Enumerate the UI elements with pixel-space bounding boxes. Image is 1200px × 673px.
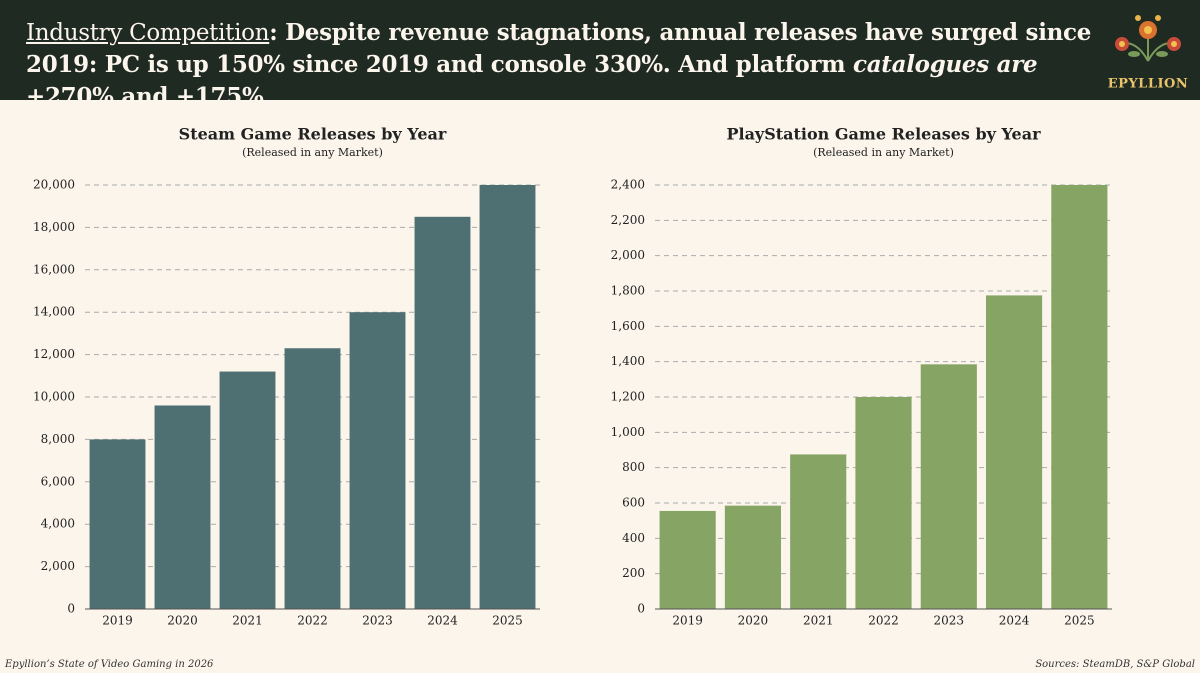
y-tick-label: 1,400 bbox=[611, 354, 645, 368]
y-tick-label: 800 bbox=[622, 460, 645, 474]
x-tick-label: 2024 bbox=[427, 614, 458, 628]
x-tick-label: 2023 bbox=[934, 614, 965, 628]
y-tick-label: 12,000 bbox=[33, 347, 75, 361]
bar bbox=[659, 510, 716, 609]
y-tick-label: 10,000 bbox=[33, 390, 75, 404]
bar bbox=[89, 439, 146, 609]
y-tick-label: 1,200 bbox=[611, 390, 645, 404]
bar bbox=[154, 405, 211, 609]
y-tick-label: 400 bbox=[622, 531, 645, 545]
headline-lead: Industry Competition bbox=[26, 20, 270, 46]
y-tick-label: 2,400 bbox=[611, 178, 645, 192]
x-tick-label: 2021 bbox=[803, 614, 834, 628]
bar bbox=[920, 364, 977, 609]
bar bbox=[479, 185, 536, 609]
y-tick-label: 1,000 bbox=[611, 425, 645, 439]
charts: Steam Game Releases by Year (Released in … bbox=[33, 125, 1112, 628]
x-tick-label: 2025 bbox=[1064, 614, 1095, 628]
footer-left: Epyllion’s State of Video Gaming in 2026 bbox=[5, 659, 214, 670]
logo-flowers bbox=[1115, 15, 1181, 62]
y-tick-label: 0 bbox=[637, 602, 645, 616]
chart-title: Steam Game Releases by Year bbox=[179, 125, 447, 144]
y-tick-label: 2,000 bbox=[41, 559, 75, 573]
bar bbox=[1051, 185, 1108, 609]
x-tick-label: 2023 bbox=[362, 614, 393, 628]
y-tick-label: 1,600 bbox=[611, 319, 645, 333]
bar bbox=[284, 348, 341, 609]
y-tick-label: 20,000 bbox=[33, 178, 75, 192]
headline: Industry Competition: Despite revenue st… bbox=[26, 17, 1106, 113]
x-tick-label: 2021 bbox=[232, 614, 263, 628]
x-tick-label: 2020 bbox=[167, 614, 198, 628]
y-tick-label: 600 bbox=[622, 496, 645, 510]
chart-subtitle: (Released in any Market) bbox=[813, 146, 954, 159]
y-tick-label: 2,000 bbox=[611, 248, 645, 262]
y-tick-label: 4,000 bbox=[41, 517, 75, 531]
y-tick-label: 8,000 bbox=[41, 432, 75, 446]
bar bbox=[855, 397, 912, 609]
bar bbox=[414, 216, 471, 610]
y-tick-label: 2,200 bbox=[611, 213, 645, 227]
y-tick-label: 200 bbox=[622, 566, 645, 580]
y-tick-label: 18,000 bbox=[33, 220, 75, 234]
logo: EPYLLION bbox=[1108, 15, 1189, 92]
headline-text: +270% and +175% bbox=[26, 83, 264, 110]
header: Industry Competition: Despite revenue st… bbox=[0, 0, 1200, 110]
bar bbox=[349, 312, 406, 609]
x-tick-label: 2022 bbox=[297, 614, 328, 628]
bar bbox=[724, 505, 782, 609]
logo-text: EPYLLION bbox=[1108, 77, 1189, 92]
bar bbox=[790, 454, 847, 609]
chart-title: PlayStation Game Releases by Year bbox=[726, 125, 1041, 144]
y-tick-label: 0 bbox=[67, 602, 75, 616]
headline-italic: catalogues are bbox=[853, 51, 1038, 78]
chart-subtitle: (Released in any Market) bbox=[242, 146, 383, 159]
y-tick-label: 14,000 bbox=[33, 305, 75, 319]
x-tick-label: 2024 bbox=[999, 614, 1030, 628]
y-tick-label: 16,000 bbox=[33, 262, 75, 276]
headline-text: : Despite revenue stagnations, annual re… bbox=[26, 19, 1092, 78]
x-tick-label: 2019 bbox=[672, 614, 703, 628]
y-tick-label: 1,800 bbox=[611, 284, 645, 298]
footer-right: Sources: SteamDB, S&P Global bbox=[1035, 659, 1195, 670]
x-tick-label: 2025 bbox=[492, 614, 523, 628]
x-tick-label: 2022 bbox=[868, 614, 899, 628]
bar bbox=[985, 295, 1043, 609]
x-tick-label: 2019 bbox=[102, 614, 133, 628]
x-tick-label: 2020 bbox=[738, 614, 769, 628]
y-tick-label: 6,000 bbox=[41, 474, 75, 488]
bar bbox=[219, 371, 276, 609]
